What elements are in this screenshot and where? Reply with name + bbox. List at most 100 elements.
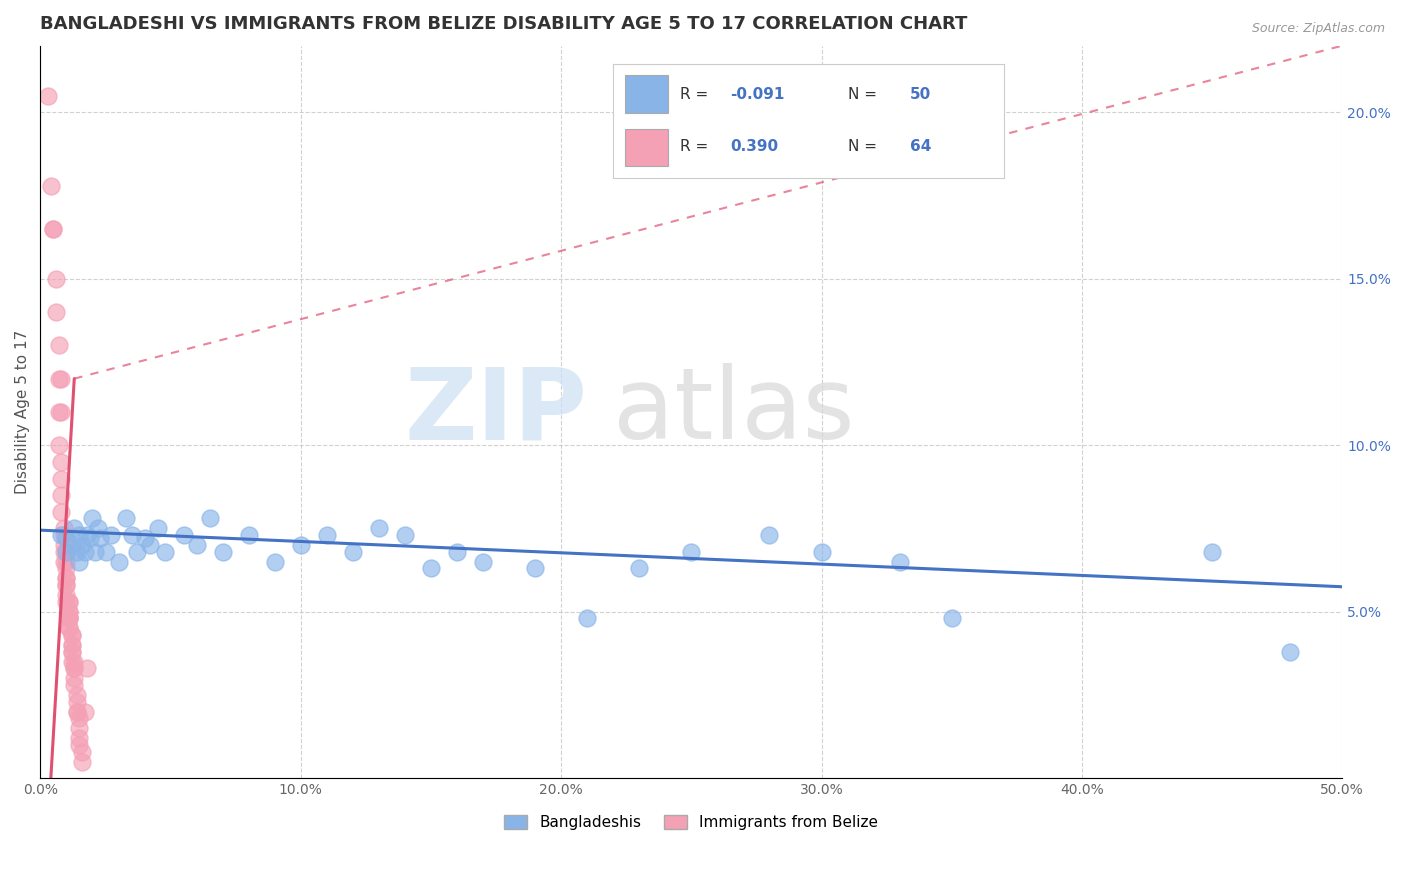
Point <box>211 545 233 559</box>
Point <box>69 738 91 752</box>
Text: BANGLADESHI VS IMMIGRANTS FROM BELIZE DISABILITY AGE 5 TO 17 CORRELATION CHART: BANGLADESHI VS IMMIGRANTS FROM BELIZE DI… <box>41 15 967 33</box>
Point <box>51 471 73 485</box>
Point <box>89 532 111 546</box>
Point <box>125 545 148 559</box>
Point <box>55 578 77 592</box>
Point <box>69 555 91 569</box>
Point <box>198 511 221 525</box>
Point <box>55 545 77 559</box>
Point <box>84 545 107 559</box>
Point <box>107 555 129 569</box>
Point <box>342 545 364 559</box>
Point <box>66 545 89 559</box>
Point <box>48 405 70 419</box>
Point <box>94 545 117 559</box>
Point <box>63 521 86 535</box>
Point <box>1201 545 1223 559</box>
Point <box>63 671 86 685</box>
Point <box>58 611 80 625</box>
Point <box>100 528 122 542</box>
Text: ZIP: ZIP <box>405 363 588 460</box>
Point <box>315 528 337 542</box>
Point <box>55 571 77 585</box>
Point <box>69 731 91 746</box>
Point <box>758 528 780 542</box>
Point <box>45 272 67 286</box>
Point <box>55 578 77 592</box>
Point <box>173 528 195 542</box>
Point <box>58 595 80 609</box>
Point <box>69 721 91 735</box>
Point <box>51 405 73 419</box>
Point <box>86 521 108 535</box>
Point <box>115 511 138 525</box>
Point <box>63 661 86 675</box>
Point <box>60 628 83 642</box>
Point <box>55 588 77 602</box>
Point <box>48 371 70 385</box>
Point <box>51 455 73 469</box>
Point <box>66 695 89 709</box>
Point <box>51 505 73 519</box>
Point <box>58 621 80 635</box>
Point <box>420 561 443 575</box>
Point <box>121 528 143 542</box>
Point <box>810 545 832 559</box>
Point <box>70 538 93 552</box>
Text: Source: ZipAtlas.com: Source: ZipAtlas.com <box>1251 22 1385 36</box>
Text: atlas: atlas <box>613 363 855 460</box>
Point <box>63 678 86 692</box>
Point <box>48 438 70 452</box>
Point <box>60 645 83 659</box>
Point <box>79 532 101 546</box>
Point <box>39 178 62 193</box>
Legend: Bangladeshis, Immigrants from Belize: Bangladeshis, Immigrants from Belize <box>498 809 884 837</box>
Point <box>576 611 599 625</box>
Point <box>63 661 86 675</box>
Point <box>63 655 86 669</box>
Point <box>51 528 73 542</box>
Point <box>55 545 77 559</box>
Point <box>48 338 70 352</box>
Point <box>60 628 83 642</box>
Point <box>55 555 77 569</box>
Point <box>37 88 59 103</box>
Point <box>42 222 65 236</box>
Point <box>155 545 177 559</box>
Point <box>76 661 98 675</box>
Point <box>58 611 80 625</box>
Point <box>60 638 83 652</box>
Point <box>367 521 389 535</box>
Point <box>58 611 80 625</box>
Point <box>628 561 651 575</box>
Point <box>55 571 77 585</box>
Point <box>134 532 156 546</box>
Point <box>82 511 104 525</box>
Point <box>52 545 75 559</box>
Point <box>52 538 75 552</box>
Point <box>69 528 91 542</box>
Point <box>290 538 312 552</box>
Point <box>60 655 83 669</box>
Point <box>58 621 80 635</box>
Point <box>58 595 80 609</box>
Point <box>52 521 75 535</box>
Point <box>1279 645 1302 659</box>
Point <box>51 488 73 502</box>
Point <box>76 528 98 542</box>
Point <box>60 538 83 552</box>
Point <box>446 545 468 559</box>
Point <box>55 595 77 609</box>
Point <box>52 555 75 569</box>
Point <box>889 555 911 569</box>
Point <box>42 222 65 236</box>
Point <box>73 545 96 559</box>
Point <box>52 528 75 542</box>
Point <box>186 538 208 552</box>
Point <box>58 611 80 625</box>
Point <box>394 528 416 542</box>
Point <box>472 555 495 569</box>
Point <box>66 705 89 719</box>
Point <box>941 611 963 625</box>
Point <box>70 745 93 759</box>
